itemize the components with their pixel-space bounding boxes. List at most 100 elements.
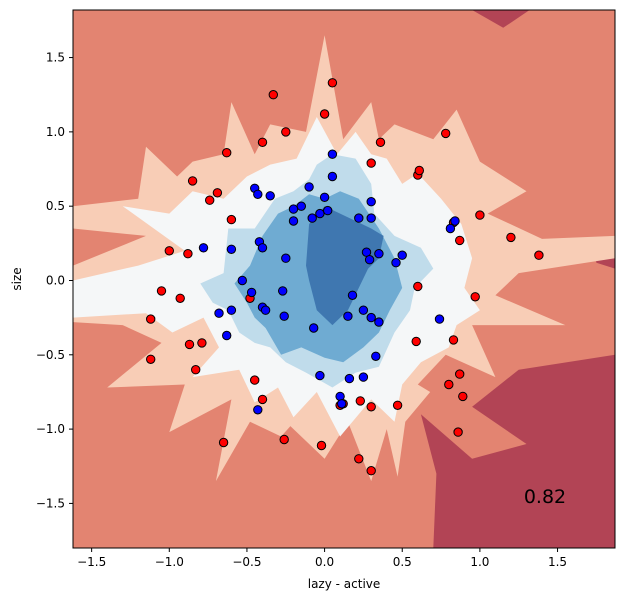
point-class-b-37 <box>358 305 369 315</box>
point-class-b-6 <box>296 201 306 211</box>
point-class-a-9 <box>414 165 424 176</box>
point-class-b-0 <box>327 149 338 159</box>
point-class-b-22 <box>281 253 291 263</box>
point-class-a-49 <box>366 466 376 476</box>
point-class-a-3 <box>281 127 291 137</box>
point-class-b-12 <box>354 213 364 223</box>
point-class-b-14 <box>366 197 376 207</box>
point-class-a-24 <box>413 281 423 292</box>
point-class-b-41 <box>434 314 445 324</box>
point-class-b-27 <box>391 258 401 268</box>
x-tick-label-6: 1.5 <box>548 555 567 569</box>
point-class-b-16 <box>445 223 456 234</box>
point-class-b-34 <box>278 286 288 296</box>
point-class-b-13 <box>366 213 376 223</box>
point-class-b-42 <box>222 330 232 341</box>
point-class-b-36 <box>347 290 358 300</box>
y-tick-label-3: 0.0 <box>46 273 65 287</box>
y-tick-label-4: 0.5 <box>46 199 65 213</box>
point-class-b-25 <box>364 255 375 265</box>
y-tick-label-5: 1.0 <box>46 125 65 139</box>
point-class-a-47 <box>316 440 327 451</box>
point-class-a-2 <box>319 109 330 119</box>
point-class-a-12 <box>212 188 223 198</box>
point-class-b-2 <box>265 191 275 201</box>
point-class-a-16 <box>475 210 485 220</box>
point-class-a-48 <box>354 454 364 464</box>
point-class-a-32 <box>448 335 459 345</box>
x-tick-label-5: 1.0 <box>470 555 489 569</box>
point-class-b-39 <box>366 312 376 323</box>
point-class-b-17 <box>198 243 209 253</box>
point-class-b-47 <box>315 370 325 381</box>
point-class-a-37 <box>458 391 468 402</box>
point-class-a-38 <box>257 394 268 405</box>
point-class-a-19 <box>164 246 175 256</box>
point-class-a-11 <box>187 176 198 186</box>
point-class-a-44 <box>453 427 463 437</box>
x-tick-label-0: −1.5 <box>77 555 106 569</box>
y-axis: −1.5 −1.0 −0.5 0.0 0.5 1.0 1.5 <box>36 51 73 510</box>
point-class-a-6 <box>441 128 451 139</box>
x-axis: −1.5 −1.0 −0.5 0.0 0.5 1.0 1.5 <box>77 548 567 569</box>
point-class-a-1 <box>268 90 278 100</box>
point-class-a-17 <box>506 232 516 243</box>
point-class-b-40 <box>374 317 384 327</box>
point-class-b-11 <box>319 192 330 203</box>
point-class-a-27 <box>146 314 156 324</box>
point-class-b-1 <box>327 171 338 182</box>
point-class-a-26 <box>455 235 465 246</box>
point-class-a-42 <box>366 402 376 412</box>
y-tick-label-2: −0.5 <box>36 348 65 362</box>
point-class-b-30 <box>226 305 237 315</box>
point-class-b-45 <box>344 373 355 384</box>
x-tick-label-4: 0.5 <box>393 555 412 569</box>
point-class-b-7 <box>307 213 317 223</box>
point-class-a-45 <box>218 437 229 448</box>
point-class-b-24 <box>374 249 384 259</box>
point-class-b-9 <box>315 208 325 219</box>
point-class-a-20 <box>183 249 193 259</box>
data-points <box>146 78 544 476</box>
point-class-a-41 <box>355 396 365 406</box>
point-class-a-34 <box>250 375 260 385</box>
x-tick-label-2: −0.5 <box>232 555 261 569</box>
point-class-b-38 <box>343 311 353 321</box>
point-class-a-29 <box>184 339 195 350</box>
point-class-a-35 <box>455 369 465 379</box>
point-class-b-18 <box>226 244 237 255</box>
point-class-a-30 <box>197 338 207 348</box>
point-class-a-14 <box>226 214 237 225</box>
point-class-b-50 <box>253 405 263 415</box>
point-class-b-20 <box>257 243 268 253</box>
point-class-b-15 <box>450 216 460 226</box>
score-label: 0.82 <box>524 486 566 508</box>
point-class-a-31 <box>411 336 421 347</box>
point-class-a-46 <box>279 434 289 445</box>
point-class-b-29 <box>246 287 257 298</box>
region-dark-red-0 <box>420 354 615 548</box>
point-class-a-22 <box>175 293 185 303</box>
y-tick-label-0: −1.5 <box>36 496 65 510</box>
point-class-b-35 <box>279 311 289 321</box>
point-class-a-28 <box>146 354 156 364</box>
point-class-a-18 <box>534 250 544 260</box>
point-class-a-43 <box>392 400 403 410</box>
point-class-b-4 <box>253 189 263 200</box>
point-class-b-33 <box>260 305 271 315</box>
point-class-a-4 <box>257 137 268 148</box>
point-class-a-25 <box>470 292 480 302</box>
point-class-b-28 <box>237 275 248 286</box>
point-class-b-49 <box>337 399 347 409</box>
point-class-a-13 <box>205 195 215 205</box>
point-class-b-21 <box>288 216 299 226</box>
point-class-b-8 <box>288 204 299 214</box>
y-tick-label-6: 1.5 <box>46 51 65 65</box>
point-class-a-5 <box>375 137 386 148</box>
region-dark-blue-0 <box>306 206 384 326</box>
point-class-b-31 <box>214 308 224 318</box>
point-class-a-10 <box>222 148 232 158</box>
point-class-a-36 <box>444 379 454 390</box>
y-tick-label-1: −1.0 <box>36 422 65 436</box>
